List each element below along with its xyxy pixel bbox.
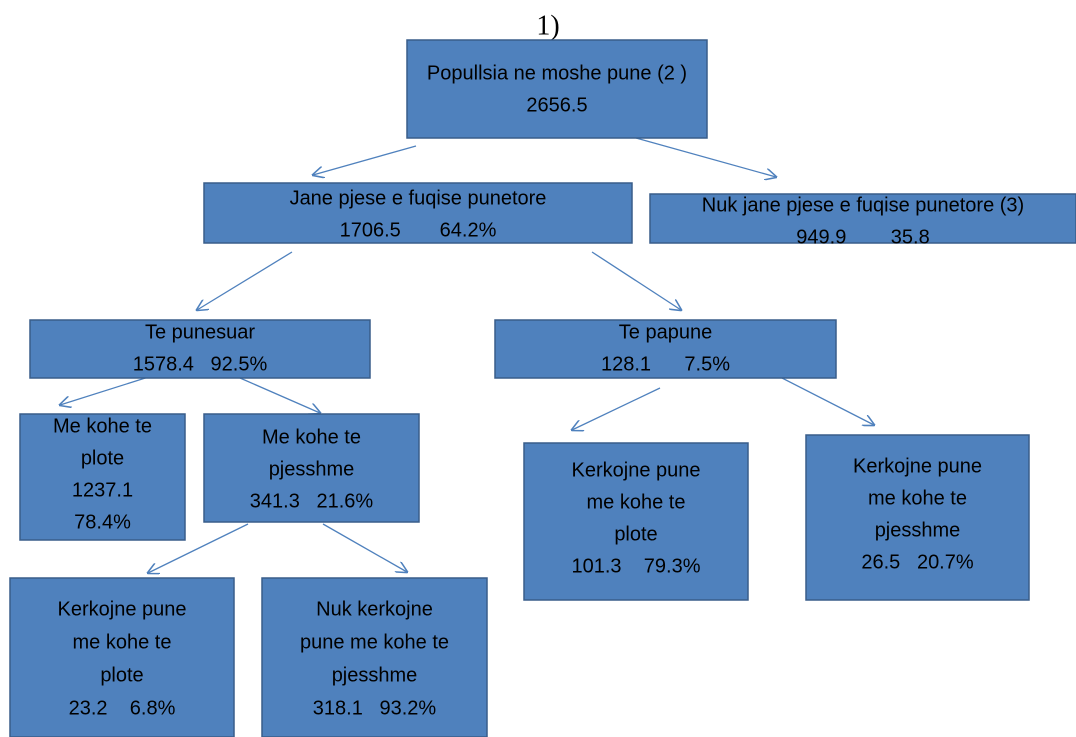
arrow <box>197 251 293 310</box>
node-box <box>523 442 749 601</box>
node-text: 128.1 7.5% <box>601 353 730 375</box>
node-text: plote <box>614 523 657 545</box>
arrow <box>572 387 661 430</box>
node-box <box>805 434 1030 601</box>
node-text: Te punesuar <box>145 321 255 343</box>
node-text: pune me kohe te <box>300 631 449 653</box>
node-text: Jane pjese e fuqise punetore <box>290 187 547 209</box>
node-text: 341.3 21.6% <box>250 490 374 512</box>
node-box <box>494 319 837 379</box>
node-box <box>261 577 488 737</box>
arrows <box>60 137 874 573</box>
node-text: me kohe te <box>587 491 686 513</box>
node-text: Me kohe te <box>53 415 152 437</box>
node-text: 78.4% <box>74 511 131 533</box>
arrow <box>148 523 249 573</box>
node-text: Popullsia ne moshe pune (2 ) <box>427 62 687 84</box>
node-text: 26.5 20.7% <box>861 551 974 573</box>
node-text: 101.3 79.3% <box>572 555 701 577</box>
node-text: Te papune <box>619 321 712 343</box>
node-text: 949.9 35.8 <box>796 226 929 248</box>
node-box <box>649 193 1076 244</box>
node-text: plote <box>100 664 143 686</box>
arrow <box>635 137 776 177</box>
arrow <box>322 523 407 572</box>
node-text: 1706.5 64.2% <box>340 219 497 241</box>
node-text: pjesshme <box>875 519 961 541</box>
node-text: me kohe te <box>868 487 967 509</box>
node-text: pjesshme <box>269 458 355 480</box>
node-text: 1237.1 <box>72 479 133 501</box>
node-box <box>29 319 371 379</box>
arrow <box>239 377 320 413</box>
node-text: me kohe te <box>73 631 172 653</box>
node-box <box>9 577 235 737</box>
node-text: Kerkojne pune <box>572 459 701 481</box>
node-text: 318.1 93.2% <box>313 697 437 719</box>
node-box <box>203 413 420 523</box>
node-text: 23.2 6.8% <box>69 697 176 719</box>
arrow <box>313 145 417 175</box>
node-text: Kerkojne pune <box>853 455 982 477</box>
node-box <box>406 39 708 139</box>
node-text: Nuk kerkojne <box>316 598 433 620</box>
node-box <box>203 182 633 244</box>
node-text: Nuk jane pjese e fuqise punetore (3) <box>702 194 1024 216</box>
node-text: pjesshme <box>332 664 418 686</box>
node-text: Me kohe te <box>262 426 361 448</box>
arrow <box>781 377 874 425</box>
node-box <box>19 413 186 541</box>
node-text: Kerkojne pune <box>58 598 187 620</box>
node-text: 1578.4 92.5% <box>133 353 268 375</box>
node-text: plote <box>81 447 124 469</box>
node-text: 2656.5 <box>526 94 587 116</box>
arrow <box>591 251 681 310</box>
title-fragment: 1) <box>536 10 559 41</box>
